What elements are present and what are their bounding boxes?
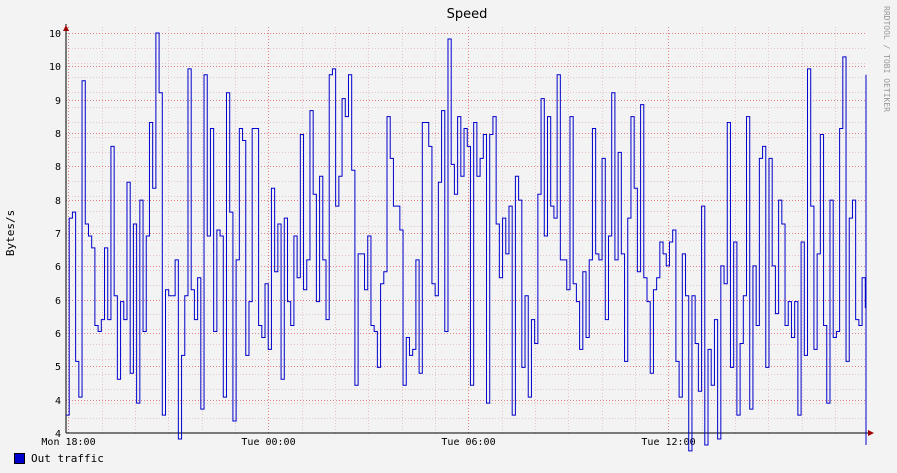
x-tick-label: Tue 06:00 — [441, 437, 495, 448]
y-tick-label: 6 — [55, 329, 61, 340]
legend-swatch-out-traffic — [14, 453, 25, 464]
x-axis-arrow — [868, 430, 874, 436]
y-tick-label: 8 — [55, 162, 61, 173]
y-axis-label: Bytes/s — [4, 210, 17, 256]
y-tick-label: 6 — [55, 296, 61, 307]
x-tick-label: Tue 12:00 — [641, 437, 695, 448]
tick-labels: 4 4 5 6 6 6 7 8 8 8 9 10 10 Mon 18:00 Tue 00:00 Tue 06:… — [41, 29, 695, 448]
y-tick-label: 8 — [55, 129, 61, 140]
y-tick-label: 10 — [49, 29, 61, 40]
legend-label-out-traffic: Out traffic — [31, 452, 104, 465]
series-out-traffic-line — [66, 32, 867, 452]
y-tick-label: 7 — [55, 229, 61, 240]
y-axis-arrow — [63, 25, 69, 31]
y-tick-label: 9 — [55, 96, 61, 107]
y-tick-label: 4 — [55, 396, 61, 407]
legend: Out traffic — [14, 452, 104, 465]
y-tick-label: 4 — [55, 429, 61, 440]
y-tick-label: 10 — [49, 62, 61, 73]
x-tick-label: Mon 18:00 — [41, 437, 95, 448]
grid — [66, 27, 866, 433]
chart-title: Speed — [447, 7, 488, 22]
x-tick-label: Tue 00:00 — [241, 437, 295, 448]
y-tick-label: 6 — [55, 262, 61, 273]
y-tick-label: 8 — [55, 196, 61, 207]
y-tick-label: 5 — [55, 362, 61, 373]
rrdtool-watermark: RRDTOOL / TOBI OETIKER — [882, 6, 891, 112]
axes — [63, 24, 874, 436]
